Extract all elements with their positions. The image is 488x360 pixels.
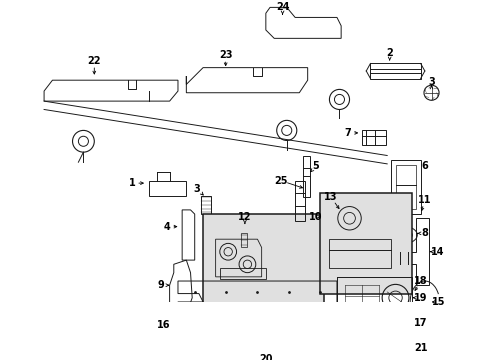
Bar: [240, 233, 247, 247]
Bar: [370, 63, 420, 78]
Text: 4: 4: [163, 222, 170, 231]
Bar: [295, 181, 305, 221]
Text: 11: 11: [417, 195, 431, 205]
Text: 19: 19: [413, 293, 427, 303]
Bar: [336, 277, 411, 360]
Text: 21: 21: [413, 343, 427, 353]
Text: 5: 5: [312, 161, 319, 171]
Text: 16: 16: [157, 320, 170, 330]
Bar: [390, 160, 420, 214]
Bar: [303, 156, 309, 197]
Bar: [200, 196, 210, 214]
Text: 14: 14: [430, 247, 443, 257]
Text: 10: 10: [309, 212, 322, 222]
Text: 17: 17: [413, 318, 427, 328]
Text: 6: 6: [421, 161, 427, 171]
Bar: [361, 130, 385, 145]
Text: 7: 7: [344, 128, 350, 138]
Bar: [203, 214, 324, 331]
Text: 24: 24: [275, 3, 289, 12]
Bar: [320, 193, 411, 293]
Bar: [148, 181, 186, 196]
Text: 20: 20: [259, 354, 272, 360]
Text: 22: 22: [87, 56, 101, 66]
Text: 15: 15: [430, 297, 444, 307]
Text: 9: 9: [158, 280, 164, 290]
Text: 3: 3: [193, 184, 200, 194]
Text: 3: 3: [427, 77, 434, 87]
Bar: [220, 269, 265, 279]
Bar: [396, 165, 415, 209]
Text: 12: 12: [238, 212, 251, 222]
Text: 8: 8: [421, 228, 427, 238]
Text: 25: 25: [274, 176, 287, 186]
Text: 13: 13: [324, 192, 337, 202]
Text: 2: 2: [386, 48, 392, 58]
Bar: [328, 239, 390, 269]
Text: 18: 18: [413, 276, 427, 286]
Text: 1: 1: [128, 178, 135, 188]
Text: 23: 23: [219, 50, 232, 60]
